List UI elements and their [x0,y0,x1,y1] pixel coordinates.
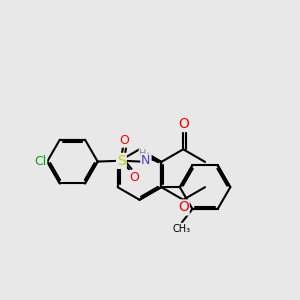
Text: N: N [141,154,151,167]
Text: CH₃: CH₃ [172,224,190,234]
Text: Cl: Cl [34,155,46,168]
Text: O: O [129,171,139,184]
Text: H: H [140,149,147,159]
Text: O: O [178,200,189,214]
Text: O: O [120,134,130,147]
Text: S: S [117,154,126,168]
Text: O: O [178,117,189,131]
